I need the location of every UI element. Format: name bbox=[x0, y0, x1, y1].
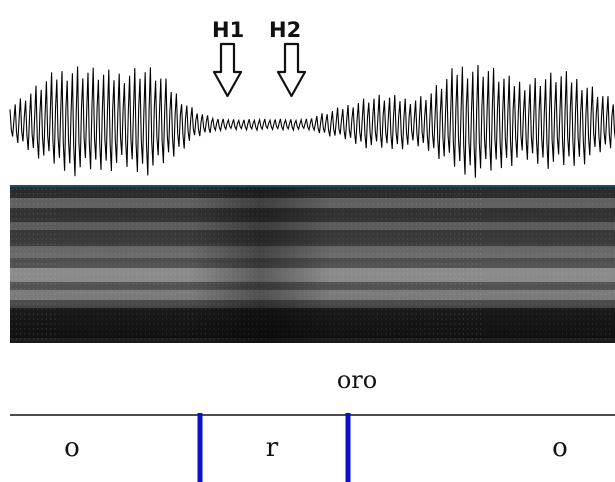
h1-annotation: H1 bbox=[212, 18, 244, 98]
spectrogram-panel bbox=[10, 185, 615, 343]
segment-tier: o r o bbox=[10, 413, 615, 482]
h1-arrow-icon bbox=[212, 42, 243, 98]
segment-label-1: o bbox=[64, 433, 80, 463]
h1-label: H1 bbox=[212, 18, 244, 42]
h2-label: H2 bbox=[269, 18, 301, 42]
segment-label-3: o bbox=[552, 433, 568, 463]
word-tier-label: oro bbox=[337, 366, 377, 394]
waveform-panel bbox=[9, 64, 615, 178]
h2-arrow-icon bbox=[276, 42, 307, 98]
waveform-trace bbox=[9, 64, 615, 178]
h2-annotation: H2 bbox=[269, 18, 307, 98]
spectrogram-consonant-shade bbox=[190, 186, 330, 343]
segment-label-2: r bbox=[266, 433, 279, 463]
word-tier: oro bbox=[337, 366, 377, 394]
